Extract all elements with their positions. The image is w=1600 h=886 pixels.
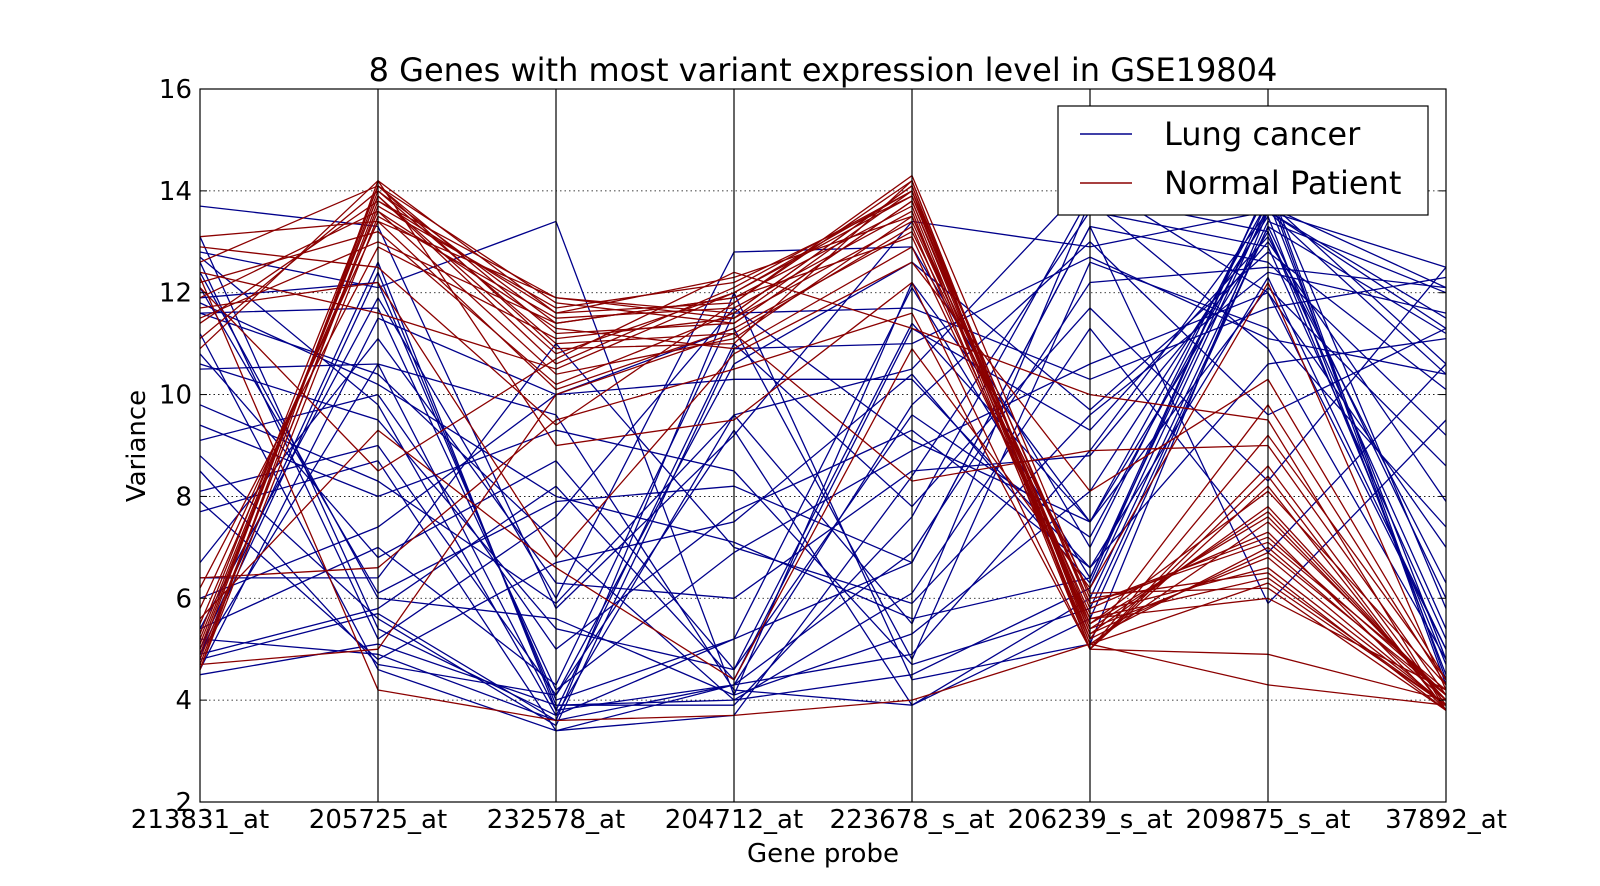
y-axis-label: Variance xyxy=(122,390,152,502)
y-ticks: 2 4 6 8 10 12 14 16 xyxy=(159,75,1446,818)
y-tick-label: 12 xyxy=(159,279,192,309)
sample-line xyxy=(199,266,1447,722)
sample-line xyxy=(199,261,1447,681)
sample-line xyxy=(199,276,1447,686)
series-lung-cancer xyxy=(199,179,1447,732)
sample-line xyxy=(199,174,1447,711)
plot-frame xyxy=(199,88,1447,803)
sample-line xyxy=(199,210,1447,691)
sample-line xyxy=(199,312,1447,711)
x-tick-label: 204712_at xyxy=(665,805,803,835)
x-tick-label: 213831_at xyxy=(131,805,269,835)
legend-frame xyxy=(1057,105,1429,216)
x-tick-label: 206239_s_at xyxy=(1008,805,1173,835)
sample-line xyxy=(199,266,1447,712)
x-tick-label: 232578_at xyxy=(487,805,625,835)
x-tick-label: 37892_at xyxy=(1385,805,1507,835)
sample-line xyxy=(199,235,1447,681)
y-tick-label: 2 xyxy=(175,788,192,818)
sample-line xyxy=(199,179,1447,605)
sample-line xyxy=(199,184,1447,620)
x-tick-label: 205725_at xyxy=(309,805,447,835)
x-axis-label: Gene probe xyxy=(747,839,899,869)
x-tick-labels: 213831_at 205725_at 232578_at 204712_at 2236… xyxy=(131,805,1507,835)
sample-line xyxy=(199,240,1447,712)
sample-line xyxy=(199,277,1447,722)
sample-line xyxy=(199,179,1447,701)
gridlines xyxy=(200,190,1446,701)
y-tick-label: 8 xyxy=(175,482,192,512)
sample-line xyxy=(199,199,1447,717)
sample-line xyxy=(199,195,1447,696)
sample-line xyxy=(199,225,1447,605)
sample-line xyxy=(199,230,1447,696)
sample-line xyxy=(199,200,1447,701)
x-tick-label: 223678_s_at xyxy=(830,805,995,835)
data-lines xyxy=(199,174,1447,732)
sample-line xyxy=(199,214,1447,696)
sample-line xyxy=(199,261,1447,661)
sample-line xyxy=(199,225,1447,701)
sample-line xyxy=(199,224,1447,666)
sample-line xyxy=(199,210,1447,691)
sample-line xyxy=(199,189,1447,711)
sample-line xyxy=(199,189,1447,706)
y-tick-label: 16 xyxy=(159,75,192,105)
x-tick-label: 209875_s_at xyxy=(1186,805,1351,835)
sample-line xyxy=(199,195,1447,706)
sample-line xyxy=(199,235,1447,701)
legend-label-normal-patient: Normal Patient xyxy=(1164,164,1401,202)
sample-line xyxy=(199,210,1447,681)
sample-line xyxy=(199,312,1447,701)
y-tick-label: 10 xyxy=(159,381,192,411)
sample-line xyxy=(199,199,1447,671)
y-tick-label: 6 xyxy=(175,584,192,614)
sample-line xyxy=(199,210,1447,671)
sample-line xyxy=(199,332,1447,696)
y-tick-label: 14 xyxy=(159,177,192,207)
sample-line xyxy=(200,271,1447,605)
y-tick-label: 4 xyxy=(175,686,192,716)
series-normal-patient xyxy=(199,174,1447,722)
sample-line xyxy=(199,291,1447,692)
sample-line xyxy=(199,184,1447,706)
legend: Lung cancer Normal Patient xyxy=(1057,105,1429,216)
sample-line xyxy=(199,210,1447,732)
sample-line xyxy=(199,185,1447,696)
sample-line xyxy=(199,199,1447,717)
chart-title: 8 Genes with most variant expression lev… xyxy=(369,51,1278,89)
legend-label-lung-cancer: Lung cancer xyxy=(1164,115,1361,153)
sample-line xyxy=(199,251,1447,696)
sample-line xyxy=(199,205,1447,610)
sample-line xyxy=(199,220,1447,706)
sample-line xyxy=(199,281,1447,691)
sample-line xyxy=(199,190,1447,686)
sample-line xyxy=(199,261,1447,640)
